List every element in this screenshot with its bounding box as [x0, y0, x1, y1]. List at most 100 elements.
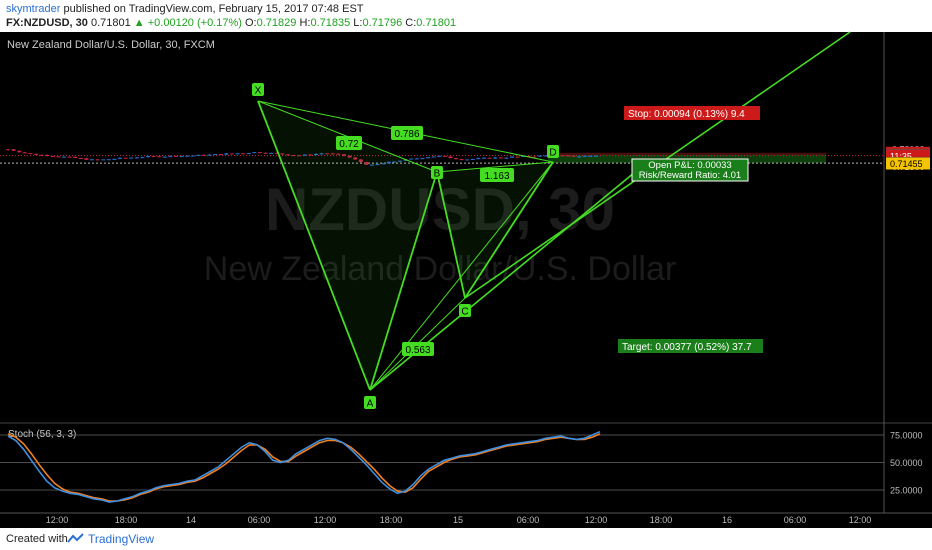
x-tick-label: 12:00 — [314, 515, 337, 525]
candle-body — [213, 154, 218, 156]
pattern-point-badge — [459, 304, 471, 317]
candle-body — [291, 155, 296, 157]
candle-body — [207, 154, 212, 156]
candle-body — [123, 157, 128, 159]
candle-body — [280, 153, 285, 155]
target-label: Target: 0.00377 (0.52%) 37.7 — [622, 342, 752, 353]
price-tag-bg — [886, 157, 930, 170]
candle-body — [218, 154, 223, 156]
x-tick-label: 06:00 — [517, 515, 540, 525]
candle-body — [392, 161, 397, 163]
stop-label-bg — [624, 106, 760, 120]
open-label: O: — [245, 17, 257, 29]
candle-body — [336, 153, 341, 155]
candle-body — [162, 156, 167, 158]
candle-body — [347, 155, 352, 158]
candle-body — [398, 160, 402, 162]
candle-body — [95, 159, 100, 161]
pattern-leg — [257, 100, 371, 391]
candle-body — [515, 156, 520, 158]
candle-body — [409, 158, 414, 160]
candle-body — [364, 162, 369, 165]
candle-body — [594, 155, 598, 157]
candle-body — [521, 155, 526, 157]
stop-label: Stop: 0.00094 (0.13%) 9.4 — [628, 109, 745, 120]
ratio-badge — [391, 126, 423, 140]
candle-body — [235, 153, 240, 155]
candle-body — [582, 155, 587, 157]
ratio-label: 0.786 — [394, 129, 419, 140]
pattern-ad-line — [369, 161, 554, 391]
candle-body — [39, 154, 44, 156]
ratio-label: 1.163 — [484, 171, 509, 182]
ratio-badge — [480, 168, 514, 182]
pattern-point-label: C — [461, 307, 468, 318]
candle-body — [196, 154, 201, 156]
candle-body — [50, 156, 55, 158]
author-link[interactable]: skymtrader — [6, 3, 61, 15]
candle-body — [157, 156, 162, 158]
candle-body — [190, 155, 195, 157]
candle-body — [106, 159, 111, 161]
tradingview-logo-icon — [67, 533, 84, 543]
candle-body — [17, 150, 22, 153]
rr-label: Risk/Reward Ratio: 4.01 — [639, 170, 741, 181]
x-tick-label: 12:00 — [585, 515, 608, 525]
stop-zone — [548, 152, 826, 155]
candle-body — [90, 159, 94, 161]
close-label: C: — [405, 17, 417, 29]
candle-body — [252, 152, 257, 154]
candle-body — [577, 156, 582, 158]
candle-body — [241, 153, 246, 155]
tradingview-brand[interactable]: TradingView — [88, 532, 155, 546]
candle-body — [34, 153, 38, 155]
open-value: 0.71829 — [256, 17, 297, 29]
candle-body — [325, 153, 330, 155]
candle-body — [134, 157, 139, 159]
candle-body — [358, 159, 363, 163]
candle-body — [151, 156, 156, 158]
stoch-k-line — [7, 430, 601, 503]
candle-body — [543, 155, 548, 157]
candle-body — [465, 159, 470, 161]
watermark-name: New Zealand Dollar/U.S. Dollar — [204, 250, 676, 288]
candle-body — [140, 157, 145, 159]
candle-body — [258, 152, 262, 154]
candle-body — [532, 156, 537, 158]
candle-body — [370, 164, 374, 166]
x-tick-label: 06:00 — [248, 515, 271, 525]
pattern-leg — [464, 161, 554, 299]
candle-body — [269, 152, 274, 154]
close-value: 0.71801 — [416, 17, 457, 29]
chart-header: skymtrader published on TradingView.com,… — [0, 0, 932, 32]
pattern-point-label: A — [367, 399, 374, 410]
candle-body — [526, 155, 531, 157]
stoch-tick-label: 50.0000 — [890, 458, 923, 468]
candle-body — [118, 157, 122, 159]
price-change: ▲ +0.00120 (+0.17%) — [133, 17, 242, 29]
pattern-point-badge — [364, 396, 376, 409]
candle-body — [487, 157, 492, 159]
candle-body — [314, 153, 318, 155]
candle-body — [73, 156, 78, 159]
ratio-label: 0.563 — [405, 345, 430, 356]
candle-body — [78, 158, 83, 160]
candle-body — [482, 157, 486, 159]
stoch-d-line — [7, 433, 601, 502]
candle-body — [498, 157, 503, 159]
pattern-point-badge — [547, 145, 559, 158]
candle-body — [342, 154, 346, 156]
published-text: published on TradingView.com, February 1… — [60, 3, 364, 15]
candle-body — [420, 158, 425, 160]
ohlc-line: FX:NZDUSD, 30 0.71801 ▲ +0.00120 (+0.17%… — [6, 17, 456, 29]
candle-body — [381, 163, 386, 165]
x-tick-label: 12:00 — [849, 515, 872, 525]
candle-body — [274, 152, 279, 154]
candle-body — [185, 155, 190, 157]
candle-body — [493, 157, 498, 159]
low-value: 0.71796 — [362, 17, 403, 29]
candle-body — [146, 156, 150, 158]
symbol-label[interactable]: FX:NZDUSD, 30 — [6, 17, 88, 29]
candle-body — [202, 154, 206, 156]
